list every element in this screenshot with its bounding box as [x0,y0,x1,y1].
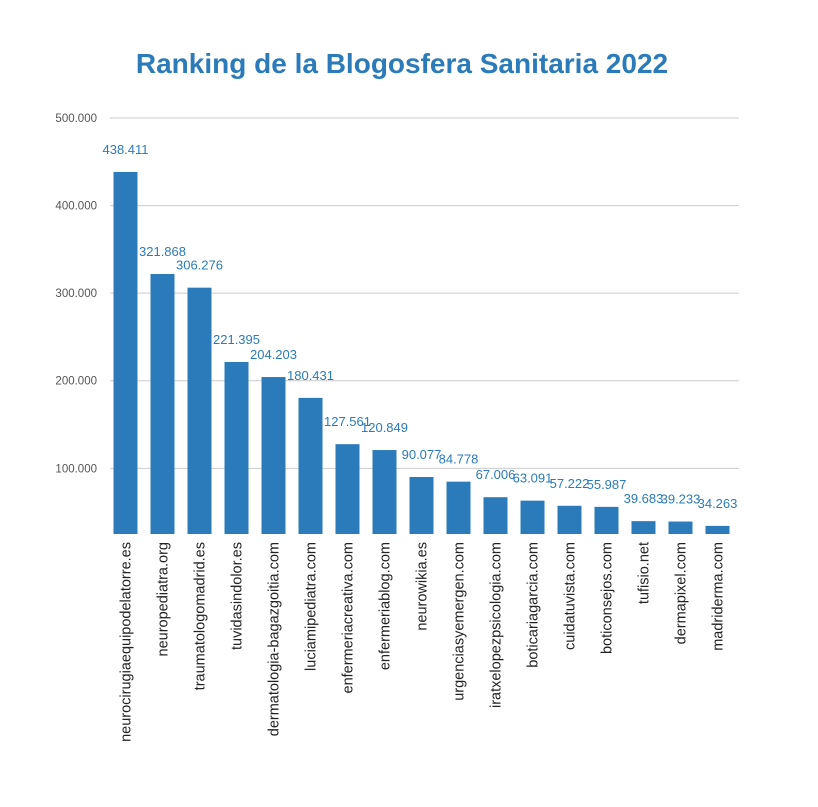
y-axis-tick-labels: 100.000 200.000 300.000 400.000 500.000 [55,113,97,475]
gridlines [110,117,739,469]
y-tick-label: 100.000 [55,463,97,475]
x-tick-label: cuidatuvista.com [563,542,579,650]
bar [446,481,471,534]
y-tick-label: 200.000 [55,376,97,388]
y-tick-label: 400.000 [55,201,97,213]
x-tick-label: enfermeriablog.com [378,542,394,670]
bar [594,506,619,534]
data-label: 204.203 [250,347,297,362]
x-tick-label: urgenciasyemergen.com [452,542,468,701]
bar [150,274,175,534]
data-label: 55.987 [587,477,627,492]
data-label: 90.077 [402,447,442,462]
bar [187,287,212,534]
bar [224,361,249,534]
data-label: 39.233 [661,492,701,507]
data-label: 221.395 [213,332,260,347]
bar [705,525,730,534]
bar [113,171,138,534]
x-tick-label: neurocirugiaequipodelatorre.es [119,542,135,742]
data-label: 120.849 [361,420,408,435]
x-axis-tick-labels: neurocirugiaequipodelatorre.es neuropedia… [119,542,727,742]
data-label: 127.561 [324,414,371,429]
data-label: 180.431 [287,368,334,383]
data-label: 39.683 [624,491,664,506]
x-tick-label: iratxelopezpsicologia.com [489,542,505,708]
x-tick-label: neurowikia.es [415,542,431,631]
chart-title: Ranking de la Blogosfera Sanitaria 2022 [136,48,668,79]
data-label: 67.006 [476,467,516,482]
bar [261,377,286,534]
x-tick-label: boticariagarcia.com [526,542,542,668]
x-tick-label: madriderma.com [711,542,727,651]
x-tick-label: tufisio.net [637,542,653,604]
x-tick-label: tuvidasindolor.es [230,542,246,650]
data-label: 57.222 [550,476,590,491]
data-label: 63.091 [513,471,553,486]
data-label: 34.263 [698,496,738,511]
y-tick-label: 300.000 [55,288,97,300]
x-tick-label: luciamipediatra.com [304,542,320,671]
data-label: 321.868 [139,244,186,259]
data-label: 84.778 [439,452,479,467]
x-tick-label: dermapixel.com [674,542,690,644]
x-tick-label: traumatologomadrid.es [193,542,209,690]
y-tick-label: 500.000 [55,113,97,125]
data-label: 306.276 [176,258,223,273]
x-tick-label: dermatologia-bagazgoitia.com [267,542,283,736]
bar [631,521,656,534]
bar [520,500,545,534]
x-tick-label: neuropediatra.org [156,542,172,656]
bar [372,450,397,534]
bar [335,444,360,534]
bar [483,497,508,534]
x-tick-label: enfermeriacreativa.com [341,542,357,694]
bar [557,505,582,534]
bar [409,477,434,534]
bar [298,397,323,534]
bar [668,521,693,534]
x-tick-label: boticonsejos.com [600,542,616,654]
bars [113,171,730,534]
data-label: 438.411 [102,142,148,157]
